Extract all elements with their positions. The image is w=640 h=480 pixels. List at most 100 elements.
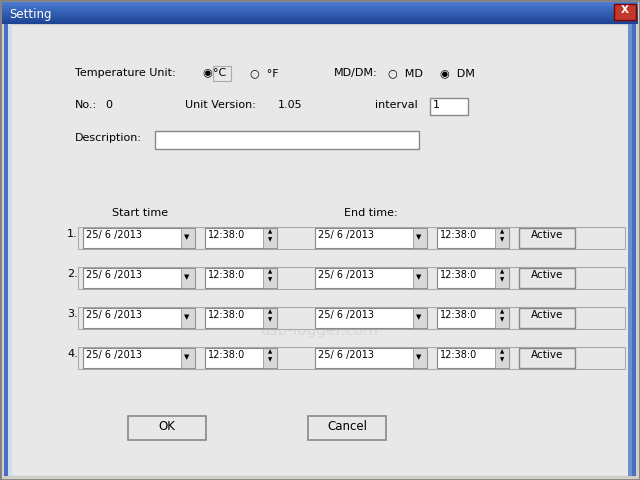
Text: ▼: ▼ bbox=[268, 277, 272, 282]
Text: 25/ 6 /2013: 25/ 6 /2013 bbox=[86, 350, 142, 360]
Bar bbox=[315, 228, 427, 248]
Text: ▲: ▲ bbox=[500, 309, 504, 314]
Bar bbox=[2, 16, 638, 17]
Bar bbox=[4, 24, 8, 476]
Bar bbox=[83, 348, 195, 368]
Bar bbox=[2, 4, 638, 5]
Text: 25/ 6 /2013: 25/ 6 /2013 bbox=[86, 310, 142, 320]
Text: 25/ 6 /2013: 25/ 6 /2013 bbox=[318, 270, 374, 280]
Bar bbox=[437, 348, 509, 368]
Bar bbox=[2, 23, 638, 24]
Bar bbox=[4, 24, 12, 476]
Bar bbox=[205, 308, 277, 328]
Text: 25/ 6 /2013: 25/ 6 /2013 bbox=[86, 230, 142, 240]
Text: ▼: ▼ bbox=[416, 354, 422, 360]
Bar bbox=[2, 8, 638, 9]
Text: 25/ 6 /2013: 25/ 6 /2013 bbox=[318, 230, 374, 240]
Bar bbox=[2, 6, 638, 7]
Text: ▲: ▲ bbox=[268, 269, 272, 274]
Bar bbox=[2, 11, 638, 12]
Bar bbox=[78, 307, 625, 329]
Text: 0: 0 bbox=[105, 100, 112, 110]
Text: Active: Active bbox=[531, 230, 563, 240]
Text: Description:: Description: bbox=[75, 133, 142, 143]
Bar bbox=[315, 268, 427, 288]
Text: ▼: ▼ bbox=[184, 354, 189, 360]
Text: ▲: ▲ bbox=[500, 269, 504, 274]
Bar bbox=[2, 21, 638, 22]
Bar bbox=[519, 308, 575, 328]
Bar bbox=[2, 13, 638, 14]
Bar bbox=[308, 416, 386, 440]
Bar bbox=[519, 348, 575, 368]
Bar bbox=[632, 24, 636, 476]
Text: OK: OK bbox=[159, 420, 175, 433]
Text: ▼: ▼ bbox=[500, 237, 504, 242]
Bar bbox=[128, 416, 206, 440]
Bar bbox=[430, 98, 468, 115]
Text: ▲: ▲ bbox=[500, 229, 504, 234]
Text: Active: Active bbox=[531, 270, 563, 280]
Bar bbox=[78, 267, 625, 289]
Text: 12:38:0: 12:38:0 bbox=[208, 270, 245, 280]
Bar bbox=[83, 308, 195, 328]
Text: ▲: ▲ bbox=[268, 349, 272, 354]
Bar bbox=[413, 348, 427, 368]
Text: Setting: Setting bbox=[9, 8, 51, 21]
Text: ◉  DM: ◉ DM bbox=[440, 68, 475, 78]
Bar bbox=[315, 348, 427, 368]
Text: ▼: ▼ bbox=[268, 317, 272, 322]
Bar bbox=[628, 24, 636, 476]
Text: ○  °F: ○ °F bbox=[250, 68, 278, 78]
Bar bbox=[2, 19, 638, 20]
Bar bbox=[205, 268, 277, 288]
Text: 12:38:0: 12:38:0 bbox=[440, 310, 477, 320]
Bar bbox=[83, 268, 195, 288]
Text: usb-logger.com: usb-logger.com bbox=[261, 323, 379, 337]
Text: 4.: 4. bbox=[67, 349, 77, 359]
Text: End time:: End time: bbox=[344, 208, 397, 218]
Bar bbox=[2, 5, 638, 6]
Bar bbox=[181, 228, 195, 248]
Text: Active: Active bbox=[531, 310, 563, 320]
Text: MD/DM:: MD/DM: bbox=[334, 68, 378, 78]
Bar bbox=[263, 268, 277, 288]
Bar bbox=[437, 268, 509, 288]
Bar bbox=[181, 268, 195, 288]
Bar bbox=[413, 308, 427, 328]
Text: Cancel: Cancel bbox=[327, 420, 367, 433]
Text: ▼: ▼ bbox=[500, 317, 504, 322]
Bar bbox=[614, 4, 636, 20]
Bar bbox=[2, 18, 638, 19]
Text: 1.05: 1.05 bbox=[278, 100, 303, 110]
Text: ▼: ▼ bbox=[184, 314, 189, 320]
Text: ▼: ▼ bbox=[184, 234, 189, 240]
Text: °C: °C bbox=[213, 68, 227, 78]
Bar bbox=[181, 348, 195, 368]
Text: ▼: ▼ bbox=[268, 357, 272, 362]
Text: 25/ 6 /2013: 25/ 6 /2013 bbox=[318, 310, 374, 320]
Bar bbox=[78, 227, 625, 249]
Text: ◉: ◉ bbox=[202, 68, 212, 78]
Text: 12:38:0: 12:38:0 bbox=[440, 230, 477, 240]
Text: ▼: ▼ bbox=[416, 234, 422, 240]
Bar bbox=[155, 131, 419, 149]
Bar bbox=[83, 228, 195, 248]
Text: 1: 1 bbox=[433, 100, 440, 110]
Text: Active: Active bbox=[531, 350, 563, 360]
Bar bbox=[263, 308, 277, 328]
Text: ▼: ▼ bbox=[416, 314, 422, 320]
Bar bbox=[78, 347, 625, 369]
Text: ▼: ▼ bbox=[500, 277, 504, 282]
Bar bbox=[437, 228, 509, 248]
Text: No.:: No.: bbox=[75, 100, 97, 110]
Bar bbox=[4, 24, 12, 476]
Bar bbox=[413, 268, 427, 288]
Text: 1.: 1. bbox=[67, 229, 77, 239]
Text: 2.: 2. bbox=[67, 269, 77, 279]
Text: ▼: ▼ bbox=[500, 357, 504, 362]
Bar bbox=[181, 308, 195, 328]
Bar bbox=[2, 10, 638, 11]
Bar bbox=[519, 228, 575, 248]
Text: 25/ 6 /2013: 25/ 6 /2013 bbox=[318, 350, 374, 360]
